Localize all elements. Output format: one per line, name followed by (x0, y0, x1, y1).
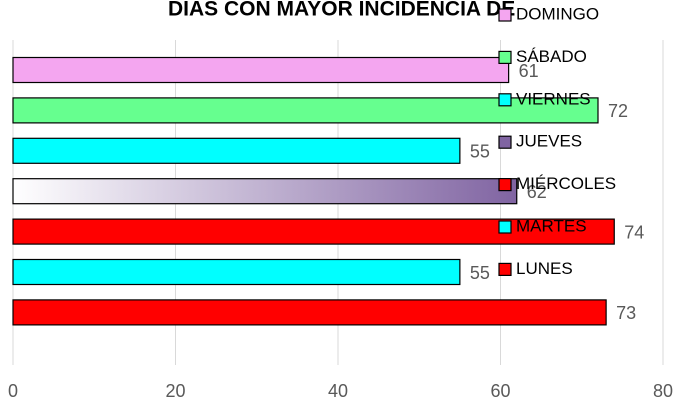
legend-swatch (498, 220, 512, 234)
legend-label: VIERNES (516, 89, 591, 108)
legend-swatch (498, 178, 512, 192)
bar (12, 218, 615, 245)
value-label: 55 (470, 263, 490, 283)
legend-label: SÁBADO (516, 47, 587, 66)
value-label: 73 (616, 303, 636, 323)
x-tick-label: 40 (328, 381, 348, 401)
x-tick-label: 0 (8, 381, 18, 401)
x-tick-label: 60 (490, 381, 510, 401)
legend-swatch (498, 93, 512, 107)
legend-label: MIÉRCOLES (516, 174, 616, 193)
bar (12, 258, 461, 286)
legend-label: MARTES (516, 216, 587, 235)
legend-swatch (498, 262, 512, 276)
value-label: 61 (519, 61, 539, 81)
x-tick-label: 80 (653, 381, 673, 401)
legend-label: JUEVES (516, 132, 582, 151)
bar (12, 299, 607, 326)
value-label: 74 (624, 222, 644, 242)
legend-swatch (498, 8, 512, 22)
value-label: 55 (470, 142, 490, 162)
legend-label: DOMINGO (516, 4, 599, 23)
value-label: 62 (527, 182, 547, 202)
chart-title: DIAS CON MAYOR INCIDENCIA DE (168, 0, 515, 21)
x-tick-label: 20 (165, 381, 185, 401)
value-label: 72 (608, 101, 628, 121)
bar (12, 137, 461, 164)
bar (12, 178, 518, 205)
bar (12, 56, 510, 84)
legend-label: LUNES (516, 259, 573, 278)
legend-swatch (498, 50, 512, 65)
legend-swatch (498, 135, 512, 149)
